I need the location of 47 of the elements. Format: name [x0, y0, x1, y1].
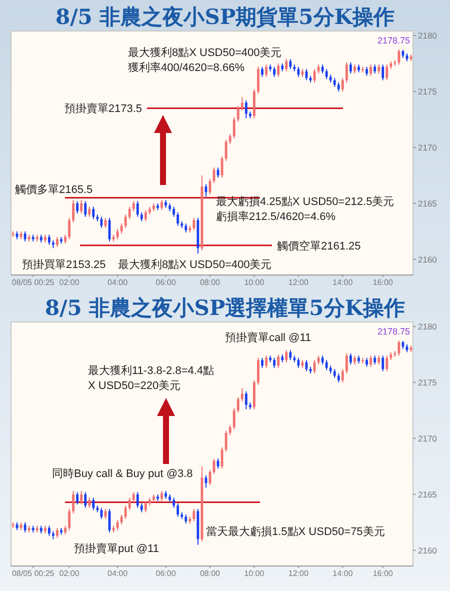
y-tick-label: 2180 [418, 321, 438, 332]
annotation: 預掛買單2153.25 [22, 258, 106, 271]
y-tick-label: 2175 [418, 377, 438, 388]
x-tick-label: 08/05 00:25 [12, 278, 55, 287]
y-tick-label: 2165 [418, 198, 438, 208]
annotation: 最大獲利8點X USD50=400美元 [118, 258, 272, 271]
x-tick-label: 04:00 [108, 569, 128, 578]
x-tick-label: 10:00 [244, 569, 265, 578]
annotation: 預掛賣單call @11 [225, 331, 312, 344]
y-tick-label: 2175 [418, 86, 438, 96]
x-tick-label: 02:00 [59, 569, 80, 578]
y-tick-label: 2180 [418, 30, 438, 40]
annotation: 最大獲利8點X USD50=400美元 [128, 46, 282, 59]
x-tick-label: 16:00 [372, 278, 394, 287]
x-tick-label: 02:00 [59, 278, 80, 287]
ref-line-label: 觸價多單2165.5 [15, 184, 93, 196]
x-tick-label: 14:00 [332, 569, 354, 578]
y-tick-label: 2170 [418, 433, 438, 444]
y-tick-label: 2170 [418, 142, 438, 152]
x-tick-label: 08:00 [200, 569, 221, 578]
ref-line-label: 預掛賣單2173.5 [64, 102, 142, 116]
x-tick-label: 06:00 [156, 569, 176, 578]
annotation: 獲利率400/4620=8.66% [128, 61, 245, 74]
y-tick-label: 2160 [418, 545, 438, 556]
y-tick-label: 2160 [418, 254, 438, 264]
ref-line: 觸價空單2161.25 [80, 240, 361, 252]
x-tick-label: 06:00 [156, 278, 176, 287]
chart-title: 8/5 非農之夜小SP選擇權單5分K操作 [44, 295, 406, 320]
ref-line: 預掛賣單2173.5 [64, 103, 343, 116]
annotation: 2178.75 [377, 35, 410, 46]
x-tick-label: 12:00 [288, 569, 309, 578]
annotation: 最大獲利11-3.8-2.8=4.4點 X USD50=220美元 [88, 364, 214, 392]
x-tick-label: 04:00 [108, 278, 128, 287]
ref-line-label: 觸價空單2161.25 [277, 239, 361, 252]
chart-title: 8/5 非農之夜小SP期貨單5分K操作 [55, 4, 395, 29]
x-tick-label: 16:00 [372, 569, 394, 578]
annotation: 虧損率212.5/4620=4.6% [216, 210, 336, 223]
annotation: 2178.75 [377, 326, 410, 336]
annotation: 預掛賣單put @11 [74, 542, 159, 555]
x-tick-label: 08/05 00:25 [12, 569, 55, 578]
x-tick-label: 14:00 [332, 278, 354, 287]
annotation: 當天最大虧損1.5點X USD50=75美元 [206, 525, 385, 538]
annotation: 同時Buy call & Buy put @3.8 [52, 467, 193, 480]
x-tick-label: 08:00 [200, 278, 221, 287]
y-tick-label: 2165 [418, 489, 438, 500]
x-tick-label: 10:00 [244, 278, 265, 287]
x-tick-label: 12:00 [288, 278, 309, 287]
